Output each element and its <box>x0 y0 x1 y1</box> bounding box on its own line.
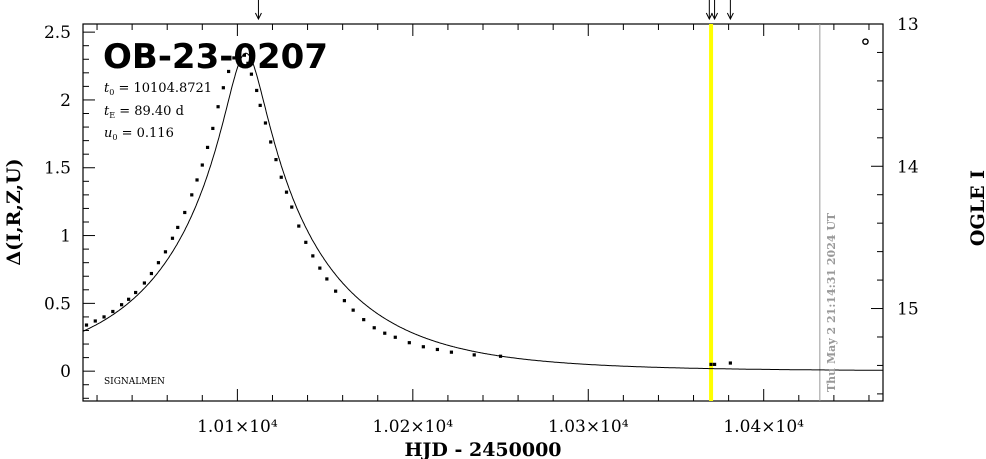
signalmen-label: SIGNALMEN <box>104 377 165 387</box>
y-axis-right-ticks: 13 14 15 <box>871 15 919 395</box>
data-point <box>258 103 262 107</box>
data-point <box>221 86 225 90</box>
data-point <box>498 354 503 358</box>
data-point <box>269 140 273 144</box>
y-right-tick-label: 15 <box>897 300 919 320</box>
data-point <box>421 345 425 349</box>
open-data-point <box>862 38 869 45</box>
data-point <box>325 277 329 281</box>
timestamp-label: Thu May 2 21:14:31 2024 UT <box>825 212 838 392</box>
data-point <box>176 225 180 230</box>
data-point <box>163 250 168 254</box>
data-point <box>318 266 322 270</box>
param-u0: u0 = 0.116 <box>104 126 174 142</box>
data-point <box>232 56 236 60</box>
data-point <box>274 158 278 162</box>
data-point <box>205 145 210 150</box>
y-axis-left-title: Δ(I,R,Z,U) <box>3 158 25 265</box>
data-point <box>134 290 138 295</box>
data-point <box>372 326 376 330</box>
data-point <box>472 353 476 357</box>
data-point <box>111 309 115 314</box>
data-point <box>119 303 124 307</box>
data-points <box>84 38 869 366</box>
data-point <box>227 69 231 74</box>
data-point <box>237 50 241 55</box>
data-point <box>195 178 199 182</box>
x-axis-title: HJD - 2450000 <box>404 439 561 459</box>
data-point <box>216 105 220 109</box>
arrow-head <box>711 12 719 21</box>
data-point <box>170 236 175 240</box>
arrow-head <box>726 12 734 21</box>
y-left-tick-label: 1.5 <box>44 159 71 179</box>
data-point <box>311 254 315 258</box>
data-point <box>304 240 308 244</box>
data-point <box>190 193 194 197</box>
data-point <box>728 361 732 365</box>
arrow-head <box>705 12 713 21</box>
data-point <box>200 163 204 167</box>
observation-arrows <box>254 0 734 21</box>
y-axis-right-title: OGLE I <box>967 170 986 246</box>
y-axis-left-ticks: 0 0.5 1 1.5 2 2.5 <box>44 23 95 399</box>
data-point <box>102 315 106 319</box>
data-point <box>93 319 97 323</box>
data-point <box>297 224 301 228</box>
data-point <box>334 289 338 293</box>
data-point <box>279 175 283 179</box>
data-point <box>712 362 717 366</box>
x-tick-label: 1.01×10⁴ <box>197 417 278 437</box>
x-axis-ticks: 1.01×10⁴ 1.02×10⁴ 1.03×10⁴ 1.04×10⁴ <box>96 24 870 437</box>
param-tE: tE = 89.40 d <box>104 104 184 120</box>
event-title: OB-23-0207 <box>103 37 328 77</box>
x-tick-label: 1.03×10⁴ <box>548 417 629 437</box>
data-point <box>211 126 215 131</box>
data-point <box>84 323 89 327</box>
y-right-tick-label: 13 <box>897 15 919 35</box>
data-point <box>183 210 187 215</box>
data-point <box>156 261 161 265</box>
data-point <box>242 53 247 57</box>
data-point <box>435 347 439 352</box>
data-point <box>383 331 387 335</box>
data-point <box>393 335 397 339</box>
y-left-tick-label: 2.5 <box>44 23 71 43</box>
data-point <box>149 271 154 276</box>
x-tick-label: 1.02×10⁴ <box>373 417 454 437</box>
data-point <box>362 318 366 322</box>
data-point <box>407 341 411 345</box>
y-left-tick-label: 2 <box>60 91 71 111</box>
arrow-head <box>254 12 262 21</box>
y-left-tick-label: 1 <box>60 227 71 247</box>
y-left-tick-label: 0.5 <box>44 294 71 314</box>
data-point <box>127 297 131 301</box>
param-t0: t0 = 10104.8721 <box>104 81 212 97</box>
y-left-tick-label: 0 <box>60 362 71 382</box>
x-tick-label: 1.04×10⁴ <box>723 417 804 437</box>
y-right-tick-label: 14 <box>897 157 919 177</box>
model-curve <box>82 52 883 371</box>
data-point <box>284 190 289 194</box>
data-point <box>142 281 147 285</box>
data-point <box>449 350 454 354</box>
data-point <box>263 121 268 125</box>
data-point <box>290 205 294 209</box>
data-point <box>246 61 250 65</box>
data-point <box>709 362 713 366</box>
data-point <box>342 299 347 303</box>
data-point <box>249 72 254 76</box>
data-point <box>351 308 355 312</box>
data-point <box>255 88 259 93</box>
